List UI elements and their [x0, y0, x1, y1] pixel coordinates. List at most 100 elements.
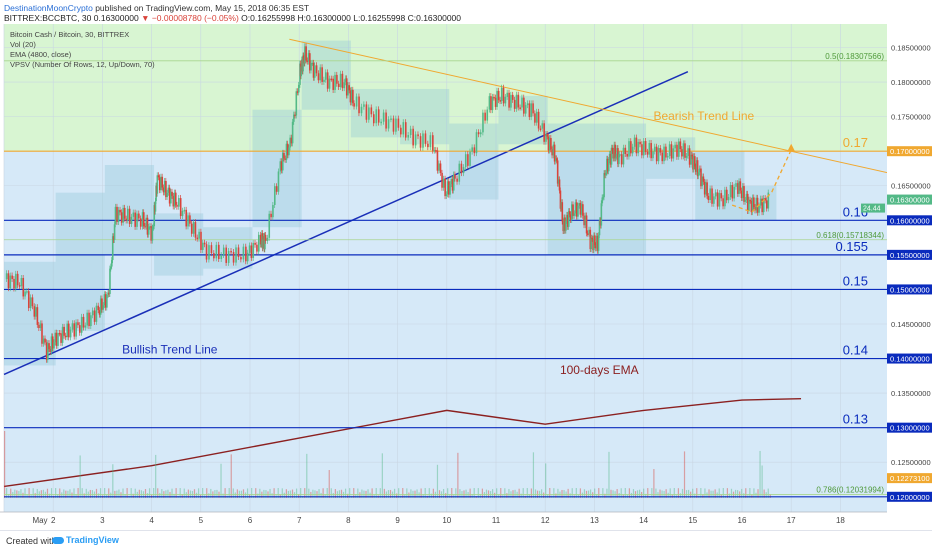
volume-bar	[581, 492, 584, 498]
candle-body	[279, 161, 282, 172]
candle-body	[499, 100, 501, 102]
candle-body	[51, 336, 54, 349]
candle-body	[302, 55, 305, 58]
candle-body	[582, 204, 584, 216]
green-zone	[4, 24, 887, 152]
x-tick-label: 10	[442, 516, 451, 525]
candle-body	[613, 144, 616, 159]
candle-body	[205, 244, 208, 260]
candle-body	[767, 192, 770, 209]
volume-bar	[506, 493, 508, 498]
candle-body	[480, 132, 482, 135]
candle-body	[109, 268, 111, 294]
indicator-vpsv[interactable]: VPSV (Number Of Rows, 12, Up/Down, 70)	[10, 60, 155, 69]
level-label: 0.155	[835, 239, 868, 254]
candle-body	[652, 151, 654, 159]
candle-body	[562, 221, 565, 232]
candle-body	[607, 158, 609, 172]
volume-bar	[416, 489, 418, 498]
candle-body	[55, 332, 58, 346]
volume-bar	[598, 488, 600, 498]
volume-bar	[355, 494, 357, 498]
volume-bar	[32, 488, 34, 498]
candle-body	[198, 231, 200, 239]
volume-bar	[612, 490, 614, 498]
candle-body	[458, 163, 461, 182]
candle-body	[567, 211, 570, 227]
indicator-ema[interactable]: EMA (4800, close)	[10, 50, 72, 59]
volume-stat: 24.44	[863, 206, 881, 213]
volume-bar	[679, 493, 682, 498]
volume-bar	[545, 463, 547, 498]
candle-body	[552, 144, 555, 156]
candle-body	[513, 99, 516, 109]
candle-body	[575, 202, 578, 217]
volume-bar	[681, 488, 684, 498]
candle-body	[744, 200, 747, 202]
volume-profile-box	[449, 123, 499, 200]
candle-body	[341, 73, 344, 89]
volume-bar	[628, 488, 630, 498]
volume-bar	[242, 489, 245, 498]
candle-body	[432, 135, 434, 151]
volume-bar	[589, 489, 592, 498]
volume-bar	[34, 493, 36, 498]
candle-body	[99, 298, 102, 315]
volume-bar	[173, 493, 175, 498]
candle-body	[259, 234, 262, 245]
volume-bar	[530, 488, 532, 498]
candle-body	[756, 197, 759, 213]
candle-body	[765, 200, 768, 209]
author-link[interactable]: DestinationMoonCrypto	[4, 3, 93, 13]
volume-bar	[146, 493, 149, 498]
candle-body	[438, 163, 440, 171]
candle-body	[515, 94, 518, 109]
candle-body	[67, 323, 70, 338]
candle-body	[650, 143, 652, 159]
candle-body	[491, 96, 494, 111]
volume-bar	[130, 488, 132, 498]
candle-body	[153, 205, 156, 227]
candle-body	[687, 148, 689, 156]
candle-body	[668, 144, 671, 156]
candle-body	[7, 273, 10, 289]
candle-body	[754, 207, 756, 211]
candle-body	[370, 107, 373, 115]
created-with-label: Created with	[6, 536, 57, 546]
price-label-bg	[887, 473, 932, 484]
y-tick-label: 0.17500000	[891, 113, 931, 122]
volume-bar	[138, 489, 140, 498]
candle-body	[337, 83, 340, 88]
bearish-trend-line	[289, 38, 900, 176]
volume-bar	[645, 493, 647, 498]
candle-body	[622, 147, 625, 165]
candle-body	[620, 154, 623, 165]
price-label-bg	[887, 215, 932, 226]
candle-body	[716, 192, 719, 207]
volume-bar	[667, 492, 669, 498]
candle-body	[486, 109, 489, 121]
time-axis	[0, 512, 887, 529]
volume-bar	[557, 488, 559, 498]
candle-body	[293, 114, 295, 122]
volume-bar	[95, 488, 98, 498]
candle-body	[700, 168, 702, 187]
candle-body	[659, 148, 662, 153]
candle-body	[307, 53, 310, 62]
candle-body	[694, 166, 697, 172]
candle-body	[750, 200, 753, 213]
volume-bar	[743, 493, 745, 498]
candle-body	[424, 133, 427, 144]
candle-body	[733, 186, 735, 199]
volume-bar	[208, 493, 210, 498]
candle-body	[290, 137, 293, 144]
volume-bar	[583, 489, 586, 498]
tradingview-logo[interactable]: TradingView	[52, 535, 119, 545]
candle-body	[567, 214, 569, 227]
candle-body	[54, 332, 57, 343]
candle-body	[254, 242, 256, 245]
volume-bar	[438, 490, 441, 498]
candle-body	[162, 187, 165, 193]
indicator-vol[interactable]: Vol (20)	[10, 40, 36, 49]
price-chart[interactable]: 0.170.160.1550.150.140.130.5(0.18307566)…	[0, 24, 932, 529]
